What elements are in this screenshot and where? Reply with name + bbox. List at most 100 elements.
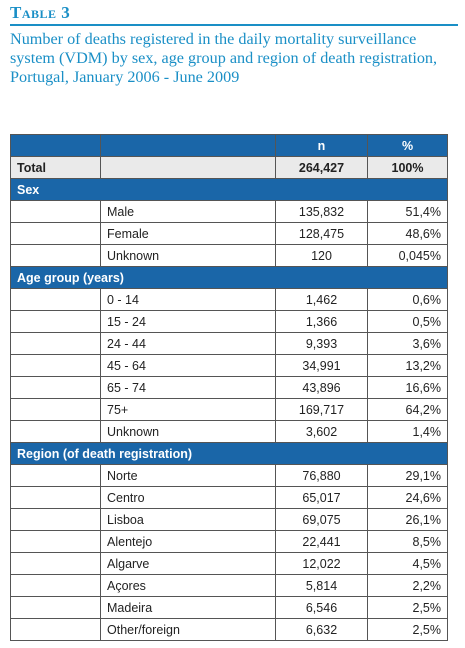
row-indent-cell bbox=[10, 486, 101, 509]
row-indent-cell bbox=[10, 288, 101, 311]
row-label: Male bbox=[100, 200, 276, 223]
row-indent-cell bbox=[10, 574, 101, 597]
row-percent: 51,4% bbox=[367, 200, 448, 223]
row-percent: 13,2% bbox=[367, 354, 448, 377]
row-percent: 2,5% bbox=[367, 618, 448, 641]
row-label: 75+ bbox=[100, 398, 276, 421]
row-indent-cell bbox=[10, 332, 101, 355]
row-indent-cell bbox=[10, 552, 101, 575]
row-n: 9,393 bbox=[275, 332, 368, 355]
row-indent-cell bbox=[10, 464, 101, 487]
table-row: 75+ 169,717 64,2% bbox=[10, 398, 448, 421]
section-row: Age group (years) bbox=[10, 266, 448, 289]
section-title: Region (of death registration) bbox=[10, 442, 448, 465]
table-row: Unknown 120 0,045% bbox=[10, 244, 448, 267]
row-label: Algarve bbox=[100, 552, 276, 575]
row-percent: 2,5% bbox=[367, 596, 448, 619]
row-label: Lisboa bbox=[100, 508, 276, 531]
row-n: 128,475 bbox=[275, 222, 368, 245]
table-row: Female 128,475 48,6% bbox=[10, 222, 448, 245]
row-n: 1,366 bbox=[275, 310, 368, 333]
table-row: Norte 76,880 29,1% bbox=[10, 464, 448, 487]
total-label: Total bbox=[10, 156, 101, 179]
table-row: Madeira 6,546 2,5% bbox=[10, 596, 448, 619]
section-title: Age group (years) bbox=[10, 266, 448, 289]
row-indent-cell bbox=[10, 530, 101, 553]
row-percent: 1,4% bbox=[367, 420, 448, 443]
row-label: 24 - 44 bbox=[100, 332, 276, 355]
row-n: 65,017 bbox=[275, 486, 368, 509]
row-label: Madeira bbox=[100, 596, 276, 619]
section-row: Sex bbox=[10, 178, 448, 201]
row-percent: 26,1% bbox=[367, 508, 448, 531]
row-label: Alentejo bbox=[100, 530, 276, 553]
row-n: 43,896 bbox=[275, 376, 368, 399]
table-row: Centro 65,017 24,6% bbox=[10, 486, 448, 509]
total-row: Total 264,427 100% bbox=[10, 156, 448, 179]
row-n: 69,075 bbox=[275, 508, 368, 531]
row-indent-cell bbox=[10, 596, 101, 619]
row-percent: 0,5% bbox=[367, 310, 448, 333]
row-indent-cell bbox=[10, 398, 101, 421]
row-n: 135,832 bbox=[275, 200, 368, 223]
row-indent-cell bbox=[10, 376, 101, 399]
row-n: 1,462 bbox=[275, 288, 368, 311]
table-label: Table 3 bbox=[10, 3, 71, 22]
header-blank bbox=[10, 134, 101, 157]
table-row: Alentejo 22,441 8,5% bbox=[10, 530, 448, 553]
row-label: Other/foreign bbox=[100, 618, 276, 641]
row-indent-cell bbox=[10, 420, 101, 443]
row-n: 34,991 bbox=[275, 354, 368, 377]
row-n: 6,632 bbox=[275, 618, 368, 641]
table-row: Lisboa 69,075 26,1% bbox=[10, 508, 448, 531]
row-n: 22,441 bbox=[275, 530, 368, 553]
row-n: 76,880 bbox=[275, 464, 368, 487]
table-row: 15 - 24 1,366 0,5% bbox=[10, 310, 448, 333]
row-label: 65 - 74 bbox=[100, 376, 276, 399]
row-percent: 0,045% bbox=[367, 244, 448, 267]
header-n: n bbox=[275, 134, 368, 157]
row-n: 5,814 bbox=[275, 574, 368, 597]
table-row: Male 135,832 51,4% bbox=[10, 200, 448, 223]
row-percent: 29,1% bbox=[367, 464, 448, 487]
row-label: Centro bbox=[100, 486, 276, 509]
row-label: 15 - 24 bbox=[100, 310, 276, 333]
row-indent-cell bbox=[10, 222, 101, 245]
header-blank bbox=[100, 134, 276, 157]
row-percent: 0,6% bbox=[367, 288, 448, 311]
table-body: n % Total 264,427 100% Sex Male 135,832 51,… bbox=[10, 134, 448, 641]
table-row: Unknown 3,602 1,4% bbox=[10, 420, 448, 443]
row-n: 120 bbox=[275, 244, 368, 267]
row-label: Açores bbox=[100, 574, 276, 597]
row-label: 0 - 14 bbox=[100, 288, 276, 311]
section-title: Sex bbox=[10, 178, 448, 201]
table-row: 45 - 64 34,991 13,2% bbox=[10, 354, 448, 377]
row-label: Unknown bbox=[100, 244, 276, 267]
row-percent: 64,2% bbox=[367, 398, 448, 421]
row-n: 3,602 bbox=[275, 420, 368, 443]
section-row: Region (of death registration) bbox=[10, 442, 448, 465]
row-n: 169,717 bbox=[275, 398, 368, 421]
header-percent: % bbox=[367, 134, 448, 157]
row-percent: 48,6% bbox=[367, 222, 448, 245]
table-row: 65 - 74 43,896 16,6% bbox=[10, 376, 448, 399]
row-indent-cell bbox=[10, 244, 101, 267]
header-row: n % bbox=[10, 134, 448, 157]
row-percent: 3,6% bbox=[367, 332, 448, 355]
row-n: 12,022 bbox=[275, 552, 368, 575]
title-rule bbox=[10, 24, 458, 26]
row-indent-cell bbox=[10, 508, 101, 531]
row-percent: 8,5% bbox=[367, 530, 448, 553]
row-percent: 16,6% bbox=[367, 376, 448, 399]
table-row: Algarve 12,022 4,5% bbox=[10, 552, 448, 575]
row-label: Female bbox=[100, 222, 276, 245]
table-row: Açores 5,814 2,2% bbox=[10, 574, 448, 597]
row-percent: 4,5% bbox=[367, 552, 448, 575]
row-n: 6,546 bbox=[275, 596, 368, 619]
row-percent: 24,6% bbox=[367, 486, 448, 509]
total-n: 264,427 bbox=[275, 156, 368, 179]
row-indent-cell bbox=[10, 354, 101, 377]
row-indent-cell bbox=[10, 200, 101, 223]
mortality-table: n % Total 264,427 100% Sex Male 135,832 51,… bbox=[10, 134, 448, 641]
